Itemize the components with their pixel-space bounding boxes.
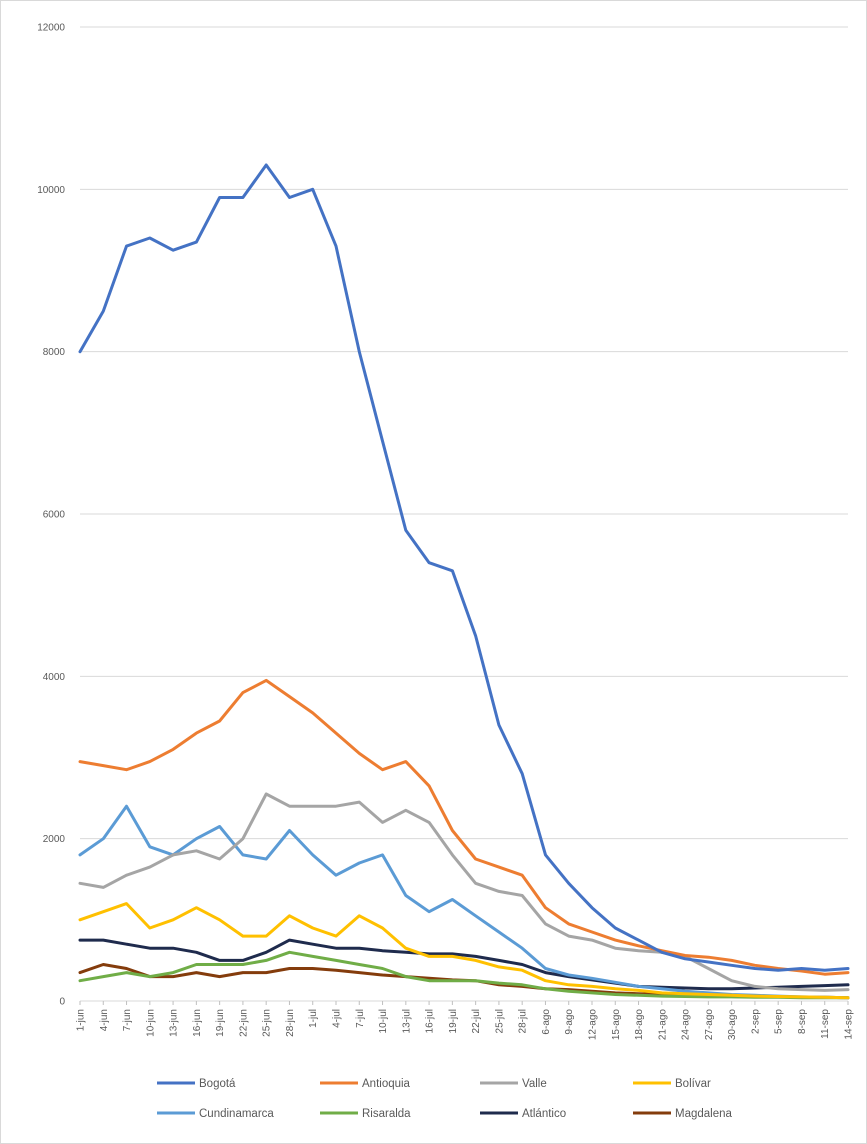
x-tick-label: 1-jul (308, 1009, 319, 1028)
x-tick-label: 6-ago (541, 1009, 552, 1035)
y-tick-label: 8000 (43, 347, 66, 358)
legend-item: Bolívar (633, 1078, 711, 1090)
y-tick-label: 10000 (37, 185, 65, 196)
x-tick-label: 19-jul (448, 1009, 459, 1033)
series-line-cundinamarca (78, 804, 850, 1000)
x-tick-label: 22-jul (471, 1009, 482, 1033)
legend-item: Magdalena (633, 1108, 733, 1120)
x-tick-label: 10-jun (145, 1009, 156, 1037)
series-line-valle (78, 792, 850, 992)
x-tick-label: 28-jul (518, 1009, 529, 1033)
y-tick-label: 0 (59, 997, 65, 1008)
x-tick-label: 18-ago (634, 1009, 645, 1041)
y-tick-label: 6000 (43, 510, 66, 521)
x-tick-label: 19-jun (215, 1009, 226, 1037)
x-tick-label: 10-jul (378, 1009, 389, 1033)
x-tick-label: 4-jun (99, 1009, 110, 1031)
x-tick-label: 4-jul (332, 1009, 343, 1028)
legend-item: Atlántico (480, 1108, 566, 1120)
legend-label: Valle (522, 1078, 547, 1090)
series-line-bolívar (78, 902, 850, 1000)
x-tick-label: 13-jul (401, 1009, 412, 1033)
x-tick-label: 7-jul (355, 1009, 366, 1028)
legend-item: Antioquia (320, 1078, 411, 1090)
y-tick-label: 2000 (43, 834, 66, 845)
x-tick-label: 5-sep (774, 1009, 785, 1034)
x-tick-label: 12-ago (588, 1009, 599, 1041)
x-tick-label: 16-jun (192, 1009, 203, 1037)
series-line-atlántico (78, 938, 850, 991)
x-tick-label: 7-jun (122, 1009, 133, 1031)
legend-label: Risaralda (362, 1108, 411, 1120)
series-lines (78, 163, 850, 1000)
legend-item: Risaralda (320, 1108, 411, 1120)
y-axis-ticks: 0 2000 4000 6000 8000 10000 12000 (37, 23, 65, 1008)
series-line-antioquia (78, 678, 850, 976)
x-tick-label: 25-jun (262, 1009, 273, 1037)
x-tick-label: 16-jul (425, 1009, 436, 1033)
x-tick-label: 15-ago (611, 1009, 622, 1041)
legend-item: Valle (480, 1078, 547, 1090)
x-tick-label: 28-jun (285, 1009, 296, 1037)
legend-label: Atlántico (522, 1108, 566, 1120)
x-tick-label: 14-sep (844, 1009, 855, 1040)
legend-label: Bogotá (199, 1078, 236, 1090)
x-tick-label: 27-ago (704, 1009, 715, 1041)
x-tick-label: 30-ago (727, 1009, 738, 1041)
gridlines (80, 26, 848, 1002)
series-line-bogotá (78, 163, 850, 972)
x-tick-label: 9-ago (564, 1009, 575, 1035)
legend: Bogotá Antioquia Valle Bolívar Cundinamarca R… (157, 1078, 733, 1120)
x-tick-label: 21-ago (657, 1009, 668, 1041)
y-tick-label: 12000 (37, 23, 65, 34)
x-axis-ticks: 1-jun 4-jun 7-jun 10-jun 13-jun 16-jun 19-jun 2… (76, 1001, 855, 1040)
x-tick-label: 11-sep (820, 1009, 831, 1039)
series-line-risaralda (78, 950, 850, 1000)
legend-label: Antioquia (362, 1078, 411, 1090)
legend-item: Bogotá (157, 1078, 236, 1090)
x-tick-label: 25-jul (494, 1009, 505, 1033)
x-tick-label: 8-sep (797, 1009, 808, 1034)
x-tick-label: 1-jun (76, 1009, 87, 1031)
legend-label: Bolívar (675, 1078, 711, 1090)
x-tick-label: 24-ago (681, 1009, 692, 1041)
legend-label: Magdalena (675, 1108, 733, 1120)
legend-label: Cundinamarca (199, 1108, 274, 1120)
x-tick-label: 13-jun (169, 1009, 180, 1037)
legend-item: Cundinamarca (157, 1108, 274, 1120)
x-tick-label: 22-jun (238, 1009, 249, 1037)
x-tick-label: 2-sep (750, 1009, 761, 1034)
y-tick-label: 4000 (43, 672, 66, 683)
